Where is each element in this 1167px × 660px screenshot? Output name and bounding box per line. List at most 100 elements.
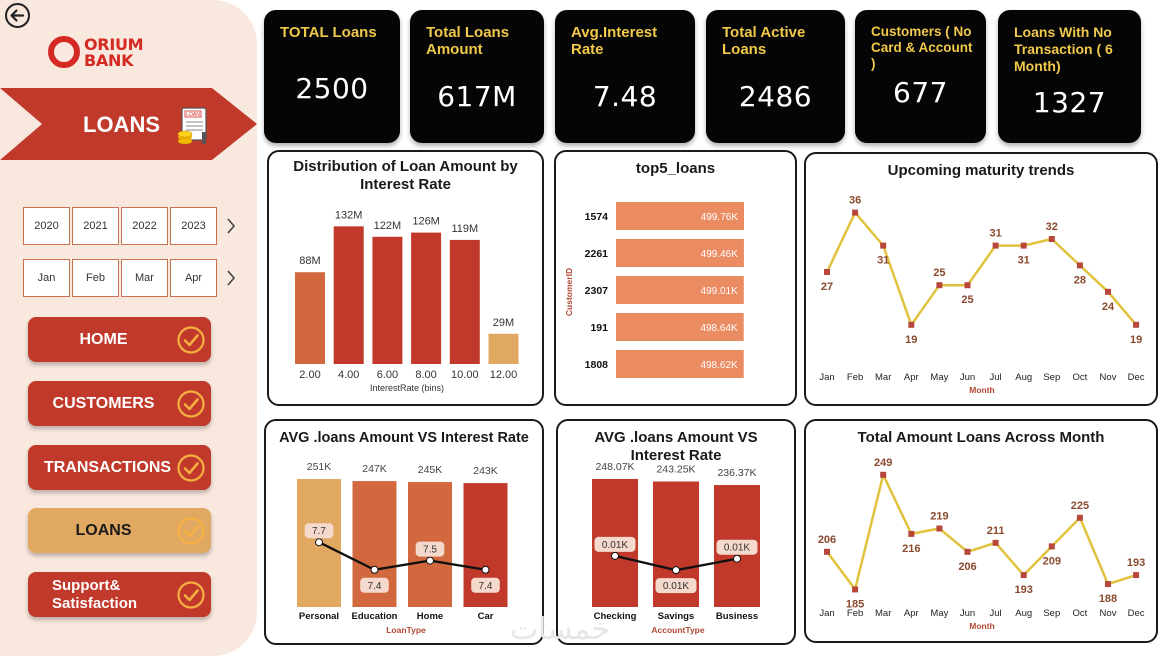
data-label: 132M xyxy=(335,209,363,221)
data-point[interactable] xyxy=(936,525,943,532)
line-label-bg xyxy=(716,539,758,555)
svg-text:LOAN: LOAN xyxy=(186,112,200,118)
data-label: 24 xyxy=(1102,301,1115,313)
month-option[interactable]: Jan xyxy=(23,259,70,297)
data-point[interactable] xyxy=(1105,288,1111,295)
data-label: 185 xyxy=(846,598,864,610)
data-label: 27 xyxy=(821,281,833,293)
tick-label: Sep xyxy=(1043,372,1060,383)
data-point[interactable] xyxy=(992,539,999,546)
tick-label: Home xyxy=(417,611,443,622)
tick-label: May xyxy=(930,608,948,619)
data-point[interactable] xyxy=(426,556,434,565)
data-point[interactable] xyxy=(908,321,915,328)
data-label: 119M xyxy=(451,223,478,235)
bar[interactable] xyxy=(616,313,744,341)
tick-label: Feb xyxy=(847,608,863,619)
data-point[interactable] xyxy=(1105,581,1111,588)
bar[interactable] xyxy=(616,350,744,378)
year-option[interactable]: 2023 xyxy=(170,207,217,245)
data-point[interactable] xyxy=(672,566,680,575)
data-point[interactable] xyxy=(733,554,741,563)
data-point[interactable] xyxy=(611,551,619,560)
data-point[interactable] xyxy=(880,242,887,249)
kpi-value: 617M xyxy=(437,80,517,113)
data-label: 25 xyxy=(933,267,945,279)
year-option[interactable]: 2022 xyxy=(121,207,168,245)
tick-label: 2.00 xyxy=(299,369,320,381)
data-point[interactable] xyxy=(908,530,915,537)
month-option[interactable]: Mar xyxy=(121,259,168,297)
kpi-value: 1327 xyxy=(1032,86,1107,119)
tick-label: 10.00 xyxy=(451,369,479,381)
tick-label: 2261 xyxy=(585,248,609,260)
x-axis-label: LoanType xyxy=(386,625,426,635)
bar[interactable] xyxy=(295,272,325,364)
nav-customers-button[interactable]: CUSTOMERS xyxy=(28,381,211,426)
distribution-chart-svg: 88M 2.00 132M 4.00 122M 6.00 126M 8.00 119M 10.00… xyxy=(295,209,519,393)
year-option[interactable]: 2021 xyxy=(72,207,119,245)
data-point[interactable] xyxy=(481,565,490,574)
data-point[interactable] xyxy=(964,282,971,289)
data-point[interactable] xyxy=(1076,262,1083,269)
data-point[interactable] xyxy=(1133,572,1140,579)
line-data-label: 7.7 xyxy=(312,526,326,537)
data-point[interactable] xyxy=(370,565,379,574)
tick-label: 8.00 xyxy=(415,369,436,381)
tick-label: Oct xyxy=(1073,372,1088,383)
kpi-title: Loans With No Transaction ( 6 Month) xyxy=(1014,24,1113,74)
data-label: 245K xyxy=(418,464,443,476)
data-label: 249 xyxy=(874,457,892,469)
kpi-value: 677 xyxy=(893,76,948,109)
nav-label: Support& Satisfaction xyxy=(52,576,138,612)
data-point[interactable] xyxy=(880,471,887,478)
bar[interactable] xyxy=(449,239,480,364)
data-label: 498.64K xyxy=(700,323,738,334)
data-point[interactable] xyxy=(852,586,859,593)
line-data-label: 7.4 xyxy=(368,581,382,592)
chevron-right-icon[interactable] xyxy=(225,268,237,288)
data-point[interactable] xyxy=(1076,514,1083,521)
line-chart-svg: 206 185 249 216 219 206 211 193 209 225 188 193 Jan F… xyxy=(818,457,1145,631)
data-label: 206 xyxy=(958,561,976,573)
data-point[interactable] xyxy=(1020,572,1027,579)
data-point[interactable] xyxy=(315,538,323,547)
bar[interactable] xyxy=(372,236,403,364)
tick-label: Nov xyxy=(1100,372,1117,383)
bar[interactable] xyxy=(616,276,744,304)
back-arrow-icon[interactable] xyxy=(4,2,31,29)
data-point[interactable] xyxy=(824,548,830,555)
nav-transactions-button[interactable]: TRANSACTIONS xyxy=(28,445,211,490)
kpi-value: 2500 xyxy=(295,72,369,105)
line-chart-svg: 27 36 31 19 25 25 31 31 32 28 24 19 Jan Feb Mar Apr May J… xyxy=(819,195,1144,395)
data-point[interactable] xyxy=(1020,242,1027,249)
month-option[interactable]: Apr xyxy=(170,259,217,297)
bar[interactable] xyxy=(616,202,744,230)
data-point[interactable] xyxy=(1133,321,1140,328)
year-option[interactable]: 2020 xyxy=(23,207,70,245)
nav-loans-button[interactable]: LOANS xyxy=(28,508,211,553)
data-point[interactable] xyxy=(1048,236,1055,242)
tick-label: 191 xyxy=(590,322,608,334)
kpi-title: TOTAL Loans xyxy=(280,24,377,41)
data-point[interactable] xyxy=(964,548,971,555)
bar[interactable] xyxy=(488,333,519,364)
nav-home-button[interactable]: HOME xyxy=(28,317,211,362)
data-point[interactable] xyxy=(992,242,999,249)
line-label-bg xyxy=(415,541,445,557)
data-point[interactable] xyxy=(824,269,830,275)
data-point[interactable] xyxy=(852,209,859,216)
line-data-label: 0.01K xyxy=(663,581,689,592)
check-circle-icon xyxy=(177,454,205,482)
data-point[interactable] xyxy=(936,282,943,289)
bar[interactable] xyxy=(411,232,442,364)
bar[interactable] xyxy=(333,226,364,364)
bar[interactable] xyxy=(616,239,744,267)
nav-support-satisfaction-button[interactable]: Support& Satisfaction xyxy=(28,572,211,617)
chart-title: Distribution of Loan Amount by Interest … xyxy=(293,158,518,193)
data-point[interactable] xyxy=(1048,543,1055,550)
data-label: 247K xyxy=(362,463,387,475)
month-option[interactable]: Feb xyxy=(72,259,119,297)
check-circle-icon xyxy=(177,326,205,354)
chevron-right-icon[interactable] xyxy=(225,216,237,236)
